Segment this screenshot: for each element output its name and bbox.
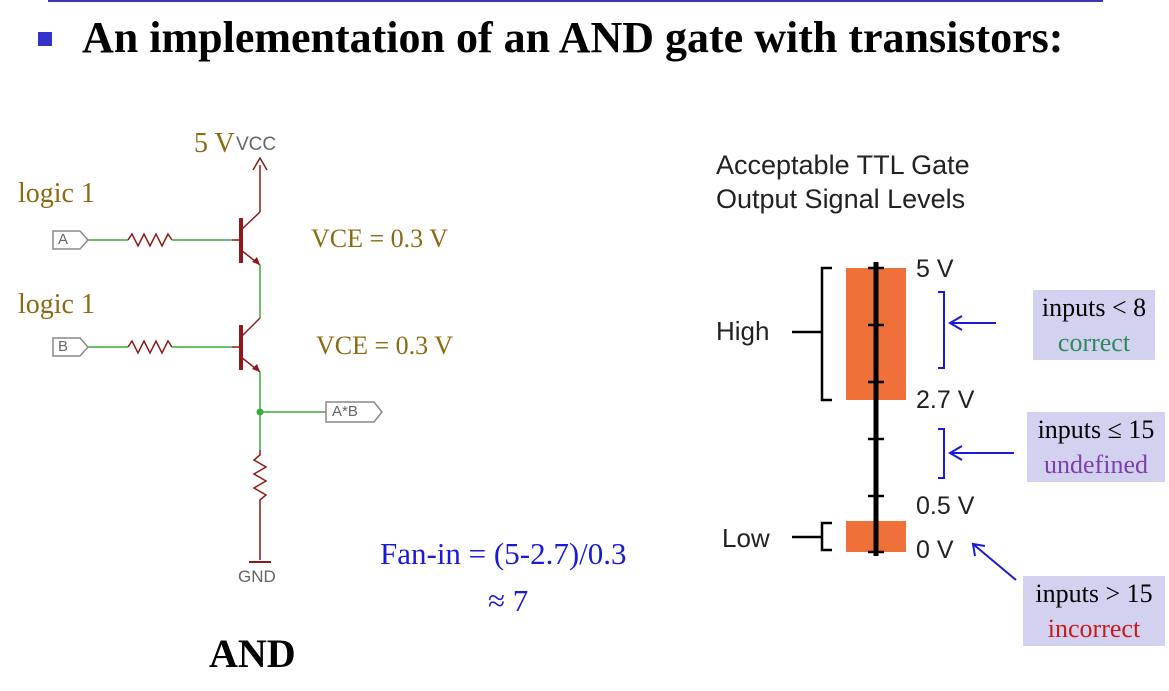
resistor-a [127,232,173,248]
high-label: High [716,316,770,346]
annotation-incorrect-line1: inputs > 15 [1035,579,1153,608]
arrow-undefined-icon [948,445,963,461]
undefined-range-bracket [938,428,945,479]
bullet-square-icon [38,32,52,46]
supply-voltage-label: 5 V [194,128,235,159]
output-tag [325,401,383,423]
ttl-title-line1: Acceptable TTL Gate [716,150,970,180]
annotation-incorrect-line2: incorrect [1047,614,1141,643]
annotation-correct-line2: correct [1057,328,1131,357]
gate-name: AND [209,631,296,676]
input-a-tag [52,230,90,250]
slide-heading: An implementation of an AND gate with tr… [82,13,1064,62]
annotation-incorrect: inputs > 15 incorrect [1023,576,1165,646]
resistor-b [127,339,173,355]
level-5v: 5 V [916,255,954,283]
input-a-state: logic 1 [18,178,95,209]
input-b-state: logic 1 [18,289,95,320]
vce-bottom-label: VCE = 0.3 V [316,331,453,360]
resistor-pulldown [252,450,268,560]
vce-top-label: VCE = 0.3 V [311,224,448,253]
level-0-5v: 0.5 V [916,492,975,520]
fan-in-formula: Fan-in = (5-2.7)/0.3 [380,536,627,571]
vcc-label: VCC [236,134,277,155]
gnd-label: GND [238,567,276,586]
vcc-arrow-icon [252,156,268,171]
arrow-correct-icon [948,315,963,331]
low-bracket [820,521,832,552]
annotation-correct-line1: inputs < 8 [1041,293,1147,322]
input-b-tag [52,337,90,357]
level-0v: 0 V [916,536,954,564]
correct-range-bracket [938,291,945,369]
fan-in-result: ≈ 7 [488,583,529,618]
annotation-undefined: inputs ≤ 15 undefined [1027,412,1165,482]
annotation-undefined-line1: inputs ≤ 15 [1037,415,1155,444]
annotation-undefined-line2: undefined [1044,450,1148,479]
ttl-title-line2: Output Signal Levels [716,184,966,214]
level-2-7v: 2.7 V [916,386,975,414]
high-bracket [820,266,832,402]
top-rule [48,0,1103,2]
output-label: A*B [332,403,358,420]
arrow-incorrect-icon [971,542,986,557]
input-a-label: A [58,231,69,248]
low-label: Low [722,523,770,553]
annotation-correct: inputs < 8 correct [1033,290,1155,360]
input-b-label: B [58,338,69,355]
